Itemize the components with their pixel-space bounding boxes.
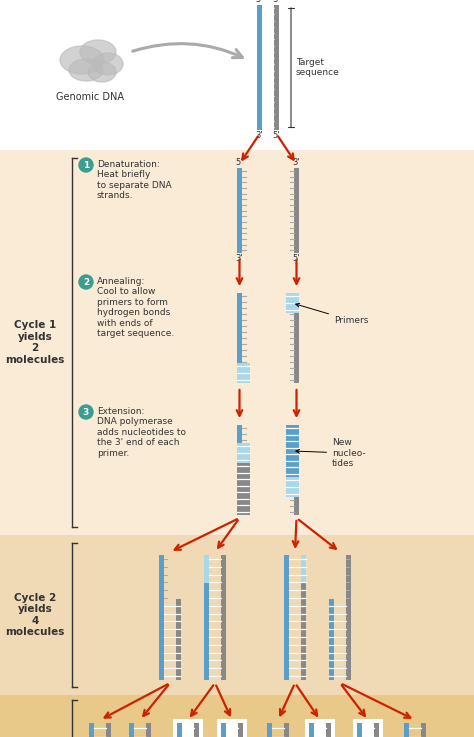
Bar [326, 723, 331, 737]
Ellipse shape [93, 53, 123, 75]
Text: 1: 1 [83, 161, 89, 170]
Bar [257, 5, 262, 130]
Bar [237, 363, 250, 383]
Bar [159, 555, 164, 680]
Bar [89, 723, 94, 737]
Text: 3: 3 [83, 408, 89, 416]
Bar [329, 598, 334, 680]
Text: 3': 3' [255, 131, 264, 140]
Text: Genomic DNA: Genomic DNA [56, 92, 124, 102]
Bar [237, 463, 250, 515]
Bar [357, 723, 362, 737]
Bar [374, 723, 379, 737]
Bar [237, 293, 242, 383]
Bar [301, 555, 306, 582]
Bar [221, 723, 226, 737]
Bar [106, 723, 111, 737]
Circle shape [79, 158, 93, 172]
Ellipse shape [69, 59, 103, 81]
Ellipse shape [60, 46, 104, 74]
Text: Annealing:
Cool to allow
primers to form
hydrogen bonds
with ends of
target sequ: Annealing: Cool to allow primers to form… [97, 277, 174, 338]
Bar [237, 443, 250, 463]
Ellipse shape [80, 40, 116, 64]
Text: Cycle 1
yields
2
molecules: Cycle 1 yields 2 molecules [5, 320, 64, 365]
Bar [421, 723, 426, 737]
Bar [176, 598, 181, 680]
Bar [284, 555, 289, 680]
Bar [217, 719, 247, 737]
Bar [0, 150, 474, 535]
Bar [294, 425, 299, 515]
Bar [267, 723, 272, 737]
Text: 5': 5' [236, 158, 243, 167]
Bar [146, 723, 151, 737]
Text: 3': 3' [273, 0, 280, 4]
Bar [301, 582, 306, 680]
Circle shape [79, 405, 93, 419]
Text: Target
sequence: Target sequence [296, 57, 340, 77]
Text: 2: 2 [83, 278, 89, 287]
Bar [404, 723, 409, 737]
Text: 3': 3' [236, 254, 243, 263]
Ellipse shape [88, 62, 116, 82]
Bar [194, 723, 199, 737]
Bar [294, 168, 299, 253]
Bar [177, 723, 182, 737]
Bar [129, 723, 134, 737]
Bar [274, 5, 279, 130]
Bar [346, 555, 351, 680]
Bar [0, 0, 474, 150]
Text: 5': 5' [256, 0, 263, 4]
Bar [173, 719, 203, 737]
Bar [286, 293, 299, 313]
Bar [0, 695, 474, 737]
Text: New
nucleo-
tides: New nucleo- tides [296, 439, 365, 468]
Bar [238, 723, 243, 737]
Bar [0, 535, 474, 695]
Text: Primers: Primers [296, 304, 368, 325]
Bar [284, 723, 289, 737]
Text: Cycle 2
yields
4
molecules: Cycle 2 yields 4 molecules [5, 593, 64, 638]
Bar [353, 719, 383, 737]
Bar [305, 719, 335, 737]
Bar [221, 555, 226, 680]
Bar [309, 723, 314, 737]
Bar [286, 477, 299, 497]
Bar [204, 582, 209, 680]
Text: 5': 5' [293, 254, 300, 263]
Text: 5': 5' [273, 131, 280, 140]
Text: Denaturation:
Heat briefly
to separate DNA
strands.: Denaturation: Heat briefly to separate D… [97, 160, 172, 200]
Bar [286, 425, 299, 477]
Bar [294, 293, 299, 383]
Circle shape [79, 275, 93, 289]
Bar [204, 555, 209, 582]
Bar [237, 425, 242, 515]
Text: Extension:
DNA polymerase
adds nucleotides to
the 3' end of each
primer.: Extension: DNA polymerase adds nucleotid… [97, 407, 186, 458]
Text: 3': 3' [292, 158, 301, 167]
Bar [237, 168, 242, 253]
